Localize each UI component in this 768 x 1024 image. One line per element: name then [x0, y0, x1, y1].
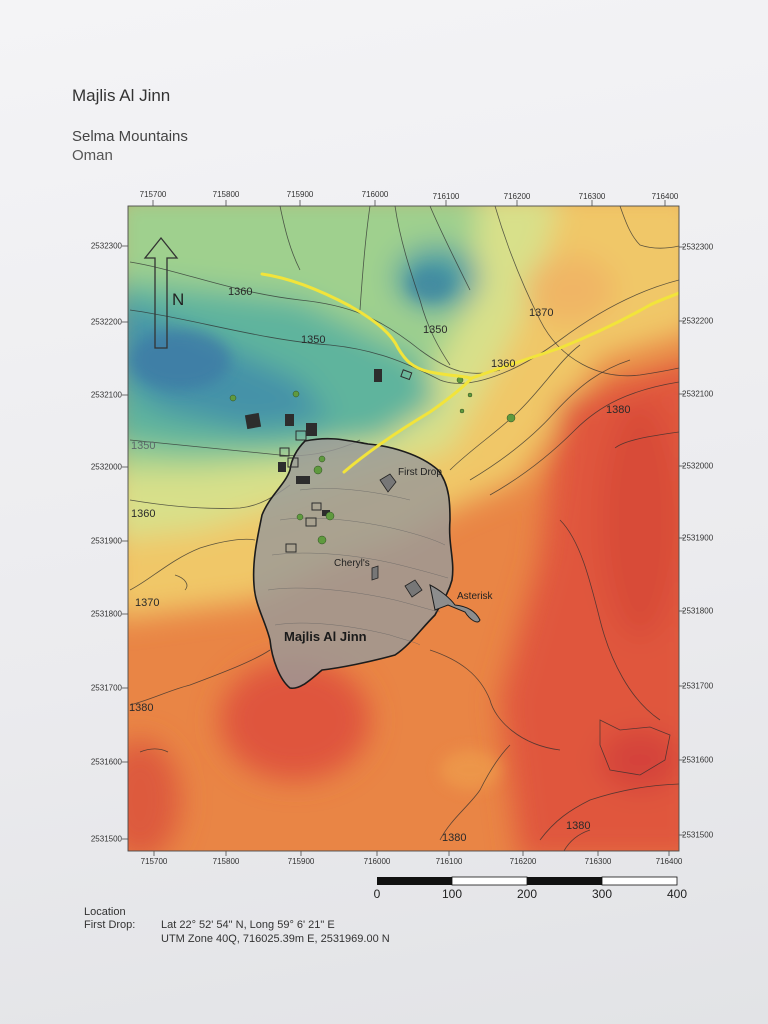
y-tick-right: 2532300	[682, 242, 714, 252]
y-tick-left: 2531900	[90, 536, 122, 546]
location-latlong: Lat 22° 52' 54" N, Long 59° 6' 21" E	[161, 919, 335, 931]
map-subtitle: Selma Mountains	[72, 128, 188, 145]
contour-label: 1360	[131, 508, 155, 520]
y-tick-left: 2531500	[90, 834, 122, 844]
contour-label: 1380	[606, 404, 630, 416]
y-tick-right: 2531800	[682, 606, 714, 616]
access-trail	[260, 272, 679, 474]
small-shaft	[371, 565, 379, 581]
north-label: N	[172, 290, 184, 309]
x-tick-bottom: 716300	[584, 857, 612, 866]
y-tick-right: 2531500	[682, 830, 714, 840]
asterisk-label: Asterisk	[457, 591, 494, 602]
y-tick-left: 2532000	[90, 462, 122, 472]
x-tick-top: 716200	[503, 192, 531, 201]
contour-label: 1360	[491, 358, 515, 370]
contour-label: 1350	[301, 334, 325, 346]
contour-label: 1380	[129, 702, 153, 714]
contour-label: 1350	[131, 440, 155, 452]
x-tick-bottom: 716400	[655, 857, 683, 866]
x-tick-bottom: 716000	[363, 857, 391, 866]
scale-label: 200	[516, 887, 538, 901]
first-drop-shaft	[379, 473, 397, 493]
location-utm: UTM Zone 40Q, 716025.39m E, 2531969.00 N	[161, 933, 390, 945]
x-tick-top: 716300	[578, 192, 606, 201]
x-tick-top: 716100	[432, 192, 460, 201]
map-frame	[127, 205, 680, 852]
x-tick-bottom: 715900	[287, 857, 315, 866]
scale-label: 0	[373, 887, 381, 901]
contour-label: 1370	[135, 597, 159, 609]
contour-label: 1380	[566, 820, 590, 832]
y-tick-left: 2532300	[90, 241, 122, 251]
x-tick-bottom: 716200	[509, 857, 537, 866]
first-drop-label: First Drop	[398, 467, 442, 478]
y-tick-right: 2532200	[682, 316, 714, 326]
x-tick-bottom: 715800	[212, 857, 240, 866]
y-tick-right: 2531600	[682, 755, 714, 765]
y-tick-left: 2531700	[90, 683, 122, 693]
contour-label: 1350	[423, 324, 447, 336]
y-tick-right: 2532000	[682, 461, 714, 471]
y-tick-left: 2531600	[90, 757, 122, 767]
scale-label: 100	[441, 887, 463, 901]
y-tick-left: 2531800	[90, 609, 122, 619]
x-tick-top: 715800	[212, 190, 240, 199]
x-tick-bottom: 715700	[140, 857, 168, 866]
vegetation-markers	[229, 376, 516, 545]
contour-label: 1380	[442, 832, 466, 844]
y-tick-left: 2532100	[90, 390, 122, 400]
asterisk-passage	[429, 584, 481, 623]
x-tick-top: 715700	[139, 190, 167, 199]
cheryls-shaft	[404, 579, 423, 598]
x-tick-top: 716400	[651, 192, 679, 201]
y-tick-left: 2532200	[90, 317, 122, 327]
y-tick-right: 2531700	[682, 681, 714, 691]
surface-structures	[244, 369, 413, 553]
y-tick-right: 2531900	[682, 533, 714, 543]
cheryls-label: Cheryl's	[334, 558, 370, 569]
x-tick-top: 715900	[286, 190, 314, 199]
map-title: Majlis Al Jinn	[72, 86, 171, 105]
scale-label: 300	[591, 887, 613, 901]
location-heading: Location	[84, 906, 126, 918]
map-country: Oman	[72, 147, 113, 164]
contour-label: 1370	[529, 307, 553, 319]
cave-name-label: Majlis Al Jinn	[284, 629, 367, 644]
frame-ticks	[122, 200, 685, 856]
scale-bar	[377, 876, 678, 886]
elevation-colour-field	[128, 206, 679, 851]
x-tick-top: 716000	[361, 190, 389, 199]
y-tick-right: 2532100	[682, 389, 714, 399]
x-tick-bottom: 716100	[435, 857, 463, 866]
contour-label: 1360	[228, 286, 252, 298]
cave-outline	[252, 437, 454, 690]
scale-label: 400	[666, 887, 688, 901]
north-arrow-icon	[143, 236, 179, 349]
location-point: First Drop:	[84, 919, 136, 931]
